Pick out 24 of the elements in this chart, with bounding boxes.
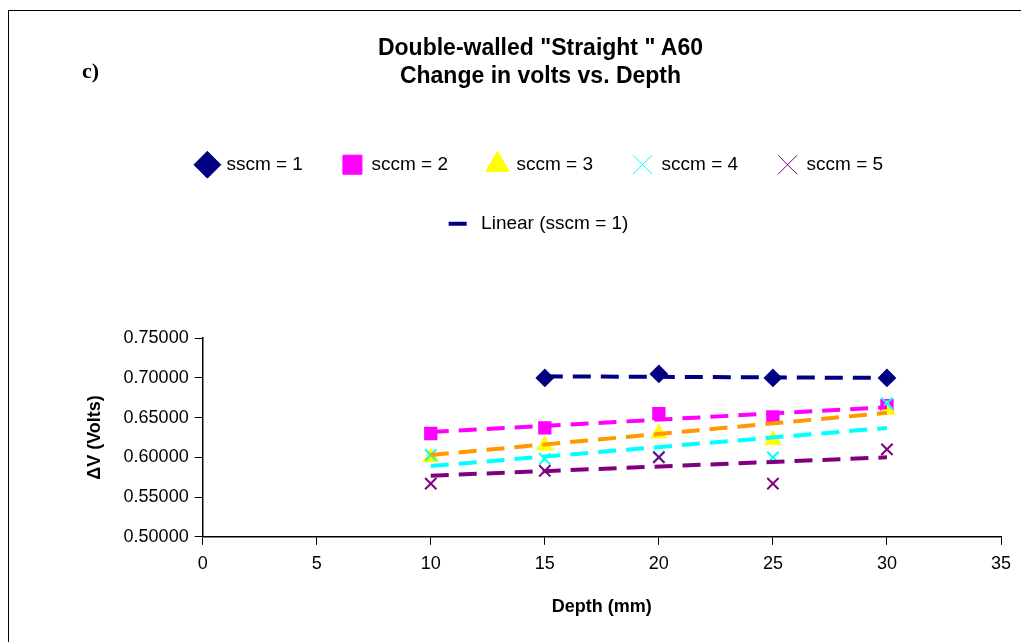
x-tick-label: 25	[762, 552, 783, 573]
x-axis-title: Depth (mm)	[551, 596, 652, 617]
y-tick-label: 0.75000	[123, 327, 189, 348]
x-tick-label: 10	[420, 552, 441, 573]
y-tick-label: 0.65000	[123, 406, 189, 427]
x-tick-label: 20	[648, 552, 669, 573]
legend-label: sscm = 1	[226, 152, 303, 174]
x-tick-label: 5	[311, 552, 322, 573]
x-tick-label: 0	[197, 552, 208, 573]
y-tick-label: 0.60000	[123, 446, 189, 467]
text: c)	[82, 58, 100, 84]
legend-label: sccm = 3	[516, 152, 594, 174]
legend-label: Linear (sscm = 1)	[481, 211, 629, 233]
legend-label: sccm = 5	[806, 152, 884, 174]
legend-label: sccm = 2	[371, 152, 448, 174]
y-axis-title: ΔV (Volts)	[83, 395, 104, 480]
x-tick-label: 15	[534, 552, 555, 573]
legend-label: sccm = 4	[661, 152, 739, 174]
y-tick-label: 0.50000	[123, 525, 189, 546]
y-tick-label: 0.55000	[123, 486, 189, 507]
x-tick-label: 35	[990, 552, 1012, 573]
chart-title: Double-walled "Straight " A60 Change in volts vs. Depth	[377, 34, 704, 88]
y-tick-label: 0.70000	[123, 366, 189, 387]
x-tick-label: 30	[876, 552, 897, 573]
